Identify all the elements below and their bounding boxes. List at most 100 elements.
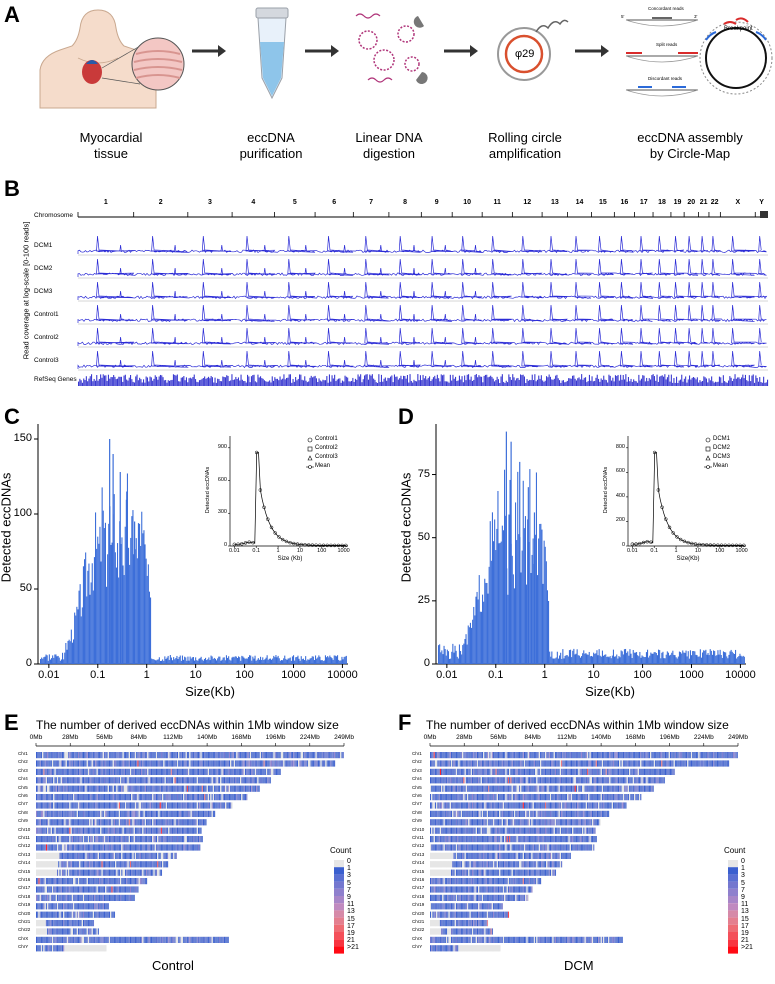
heatmap-cell (38, 836, 40, 843)
heatmap-cell (95, 861, 97, 868)
histogram-bar (573, 648, 575, 664)
refseq-gene-bar (646, 377, 648, 386)
heatmap-cell (149, 752, 151, 759)
heatmap-cell (144, 844, 146, 851)
heatmap-cell (37, 810, 39, 817)
heatmap-cell (68, 777, 70, 784)
heatmap-cell (165, 794, 167, 801)
heatmap-cell (446, 760, 448, 767)
refseq-gene-bar (222, 376, 224, 386)
refseq-gene-bar (751, 375, 753, 386)
legend-marker (307, 455, 313, 461)
heatmap-cell (189, 802, 191, 809)
heatmap-cell (53, 928, 55, 935)
refseq-gene-bar (526, 379, 528, 386)
heatmap-cell (501, 760, 503, 767)
heatmap-cell (165, 819, 167, 826)
heatmap-cell (289, 752, 291, 759)
heatmap-cell (42, 878, 44, 885)
heatmap-cell (165, 836, 167, 843)
heatmap-cell (253, 777, 255, 784)
heatmap-row-label: Chr2 (412, 759, 422, 765)
heatmap-cell (616, 752, 618, 759)
heatmap-cell (40, 810, 42, 817)
y-tick-label: 100 (13, 507, 32, 519)
refseq-gene-bar (131, 379, 133, 386)
heatmap-cell (240, 768, 242, 775)
heatmap-cell (713, 752, 715, 759)
inset-point (336, 543, 341, 548)
heatmap-cell (658, 752, 660, 759)
heatmap-cell (117, 794, 119, 801)
heatmap-cell (74, 920, 76, 927)
histogram-bar (324, 655, 326, 664)
heatmap-cell (58, 869, 60, 876)
heatmap-cell (569, 752, 571, 759)
heatmap-cell (106, 827, 108, 834)
histogram-bar (542, 583, 544, 664)
heatmap-cell (514, 752, 516, 759)
heatmap-cell (206, 768, 208, 775)
heatmap-cell (139, 844, 141, 851)
heatmap-cell (92, 836, 94, 843)
heatmap-cell (73, 869, 75, 876)
heatmap-cell (191, 768, 193, 775)
x-tick-label: 10 (189, 669, 202, 681)
heatmap-cell (81, 886, 83, 893)
heatmap-cell (165, 827, 167, 834)
heatmap-cell (153, 760, 155, 767)
heatmap-cell (679, 752, 681, 759)
heatmap-cell (54, 844, 56, 851)
histogram-bar (191, 657, 193, 664)
heatmap-cell (274, 760, 276, 767)
heatmap-cell (141, 752, 143, 759)
heatmap-cell (126, 886, 128, 893)
histogram-bar (343, 656, 345, 664)
heatmap-cell (63, 894, 65, 901)
heatmap-cell (63, 903, 65, 910)
heatmap-legend-label: 5 (741, 879, 745, 887)
heatmap-x-tick-label: 56Mb (490, 734, 507, 741)
chromosome-tick-label: 8 (403, 199, 408, 206)
heatmap-cell (631, 752, 633, 759)
heatmap-cell (188, 802, 190, 809)
heatmap-cell (101, 911, 103, 918)
heatmap-cell (661, 752, 663, 759)
heatmap-cell (63, 936, 65, 943)
heatmap-row-label: Chr19 (412, 902, 425, 908)
refseq-gene-bar (477, 377, 479, 386)
heatmap-cell (37, 911, 39, 918)
heatmap-cell (81, 768, 83, 775)
heatmap-row-label: Chr14 (18, 860, 31, 866)
histogram-bar (523, 528, 525, 664)
heatmap-cell (120, 819, 122, 826)
heatmap-cell (76, 894, 78, 901)
refseq-gene-bar (318, 378, 320, 386)
refseq-gene-bar (118, 376, 120, 386)
heatmap-cell (481, 752, 483, 759)
heatmap-cell (162, 760, 164, 767)
heatmap-cell (127, 869, 129, 876)
heatmap-cell (122, 878, 124, 885)
heatmap-cell (100, 886, 102, 893)
heatmap-cell (557, 760, 559, 767)
heatmap-cell (241, 768, 243, 775)
heatmap-cell (115, 785, 117, 792)
heatmap-cell (91, 802, 93, 809)
heatmap-cell (81, 852, 83, 859)
refseq-gene-bar (462, 382, 464, 386)
heatmap-cell (152, 844, 154, 851)
heatmap-cell (141, 844, 143, 851)
heatmap-cell (731, 752, 733, 759)
refseq-gene-bar (365, 374, 367, 386)
heatmap-cell (158, 760, 160, 767)
refseq-gene-bar (282, 378, 284, 386)
heatmap-cell (68, 810, 70, 817)
heatmap-cell (99, 836, 101, 843)
heatmap-cell (267, 777, 269, 784)
heatmap-cell (71, 911, 73, 918)
heatmap-cell (75, 903, 77, 910)
heatmap-cell (37, 827, 39, 834)
heatmap-cell (144, 802, 146, 809)
heatmap-cell (210, 810, 212, 817)
